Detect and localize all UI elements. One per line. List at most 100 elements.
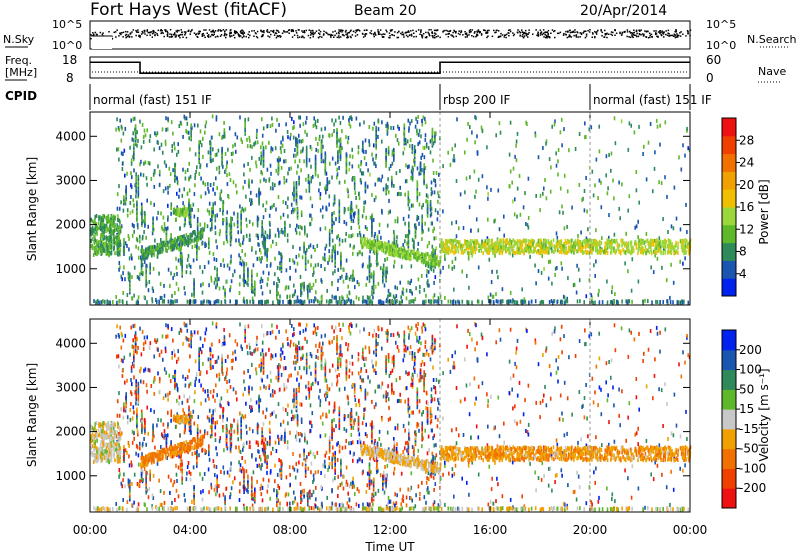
power-cell — [260, 145, 262, 150]
power-cell — [405, 296, 408, 301]
power-cell — [186, 130, 188, 135]
noise-sample — [508, 34, 510, 37]
power-cell — [376, 249, 379, 254]
power-cell — [110, 239, 113, 244]
power-cell — [188, 136, 190, 141]
noise-sample — [457, 32, 460, 35]
noise-sample — [687, 30, 689, 33]
noise-sample — [573, 34, 575, 37]
power-cell — [372, 218, 375, 222]
noise-sample — [606, 36, 608, 39]
power-cell — [368, 244, 370, 248]
noise-sample — [390, 30, 392, 32]
power-cell — [210, 135, 213, 140]
power-cell — [421, 118, 423, 123]
power-cell — [222, 164, 224, 169]
power-cell — [535, 281, 537, 286]
noise-sample — [508, 32, 510, 34]
power-cell — [312, 123, 315, 128]
noise-sample — [146, 34, 148, 37]
noise-sample — [131, 31, 133, 33]
power-cell — [135, 172, 137, 177]
power-cell — [311, 204, 314, 209]
power-cell — [176, 239, 178, 244]
power-cell — [525, 222, 527, 226]
power-cell — [390, 248, 392, 253]
power-cell — [486, 236, 489, 241]
power-cell — [163, 241, 166, 246]
power-cell — [166, 226, 169, 231]
freq-unit-label: [MHz] — [5, 66, 37, 79]
power-cell — [103, 236, 106, 240]
power-cell — [262, 126, 265, 131]
power-cell — [585, 249, 587, 254]
noise-sample — [525, 34, 528, 36]
noise-sample — [174, 32, 176, 34]
noise-sample — [525, 32, 528, 35]
power-cell — [283, 176, 285, 180]
noise-sample — [170, 33, 173, 36]
power-cell — [585, 236, 588, 241]
power-cell — [341, 274, 343, 279]
power-cell — [203, 227, 205, 232]
noise-sample — [323, 33, 325, 35]
power-cell — [140, 260, 143, 265]
noise-sample — [640, 29, 642, 31]
noise-sample — [580, 33, 583, 36]
noise-sample — [548, 36, 551, 38]
power-cell — [126, 171, 128, 176]
power-cell — [622, 247, 624, 252]
power-cell — [287, 171, 289, 176]
power-cell — [325, 171, 328, 176]
power-cell — [306, 132, 308, 137]
power-cell — [491, 269, 493, 274]
power-cell — [377, 177, 379, 182]
power-cell — [118, 225, 120, 229]
power-cell — [105, 247, 108, 252]
power-cell — [314, 247, 316, 252]
power-cell — [343, 267, 345, 272]
noise-sample — [661, 30, 663, 32]
power-cell — [551, 124, 553, 129]
power-cell — [321, 297, 323, 302]
power-cell — [122, 208, 125, 213]
power-cell — [137, 225, 139, 230]
power-cell — [136, 275, 139, 279]
power-cell — [345, 221, 348, 226]
noise-sample — [391, 33, 393, 36]
power-cell — [322, 256, 324, 261]
power-cell — [449, 162, 452, 167]
power-cell — [452, 158, 454, 163]
power-cell — [395, 133, 397, 138]
power-cell — [360, 242, 363, 247]
power-cell — [466, 273, 468, 278]
noise-sample — [197, 33, 200, 35]
power-cell — [319, 208, 322, 213]
noise-sample — [114, 31, 117, 33]
power-cell — [682, 143, 684, 148]
noise-sample — [668, 33, 670, 35]
noise-sample — [235, 30, 237, 33]
power-cell — [388, 251, 390, 256]
noise-sample — [646, 30, 649, 33]
noise-sample — [125, 33, 128, 36]
power-cell — [647, 140, 650, 145]
power-cell — [439, 270, 442, 275]
power-cell — [275, 242, 278, 246]
power-cell — [410, 289, 412, 294]
power-cell — [222, 211, 224, 216]
power-cell — [398, 126, 400, 131]
power-cell — [235, 149, 237, 154]
power-cell — [358, 296, 360, 301]
power-cell — [222, 221, 224, 226]
power-cell — [418, 140, 421, 145]
noise-sample — [408, 31, 410, 33]
noise-sample — [129, 33, 132, 35]
noise-sample — [660, 33, 662, 36]
power-cell — [393, 245, 396, 250]
power-cell — [139, 239, 141, 244]
power-cell — [254, 280, 256, 285]
power-cell — [290, 202, 293, 207]
power-cell — [293, 120, 295, 125]
power-cell — [275, 207, 277, 212]
